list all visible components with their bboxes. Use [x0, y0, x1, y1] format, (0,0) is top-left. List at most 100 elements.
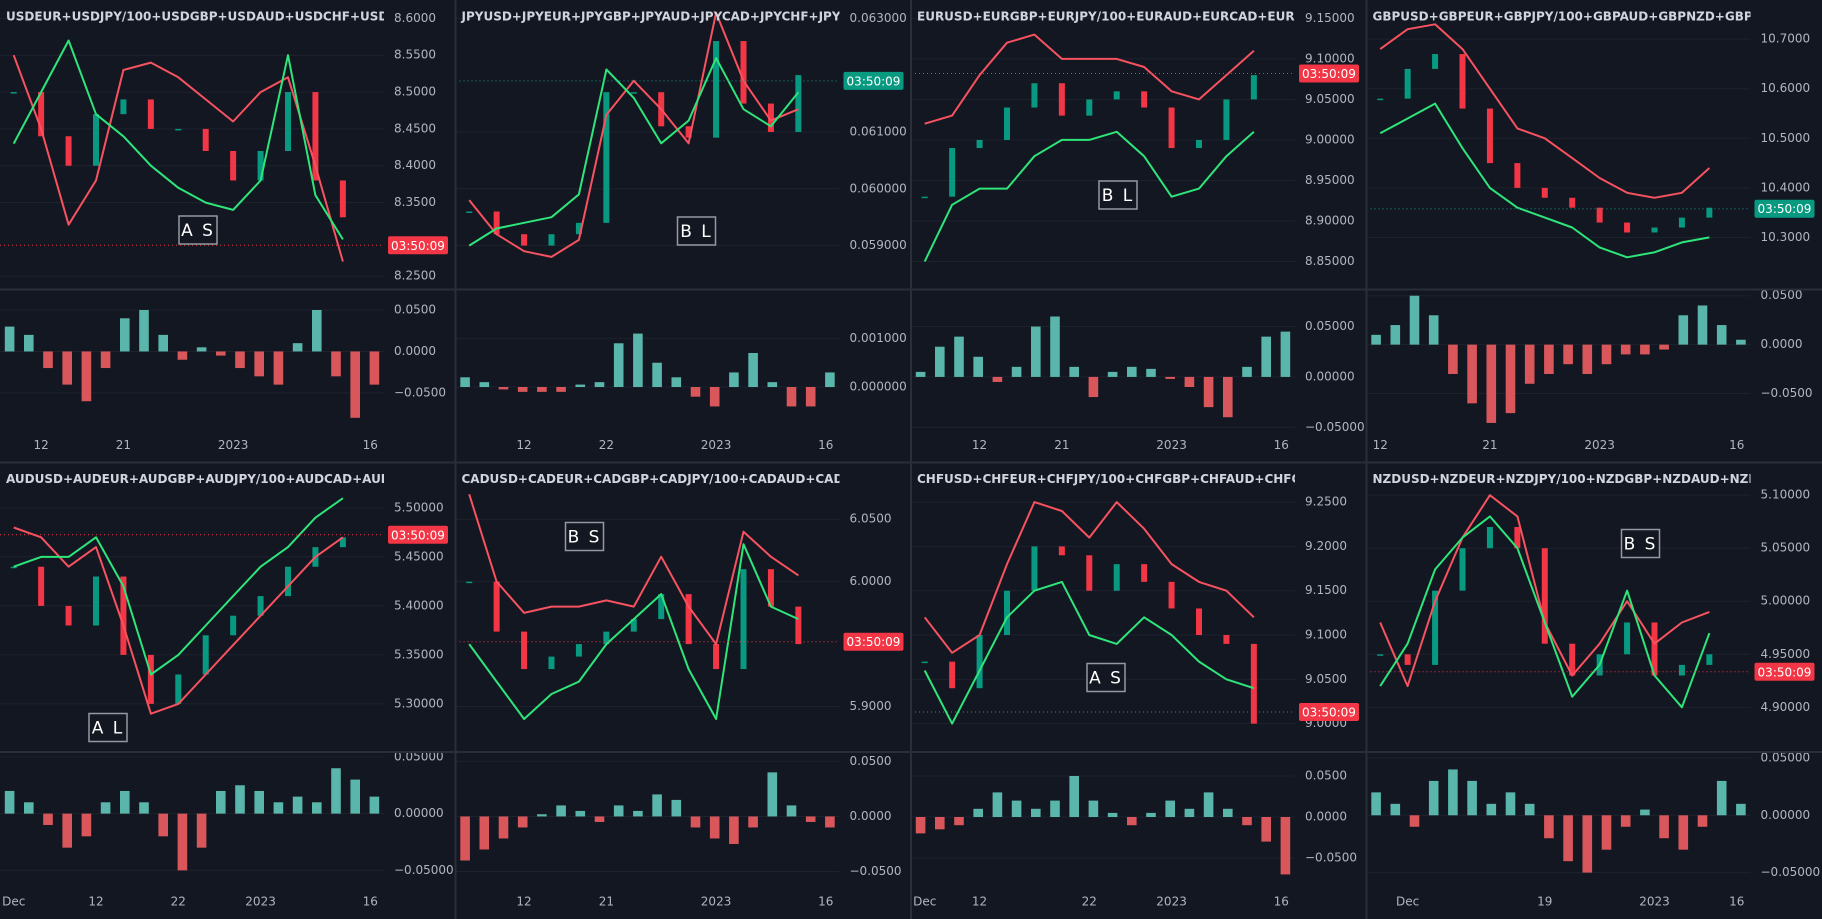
- x-tick-label: 12: [972, 438, 987, 452]
- x-tick-label: 21: [1054, 438, 1069, 452]
- y-tick-label: 10.5000: [1761, 131, 1811, 145]
- y-tick-label: 5.00000: [1761, 594, 1811, 608]
- panel-title: EURUSD+EURGBP+EURJPY/100+EURAUD+EURCAD+E…: [917, 10, 1359, 24]
- candle: [603, 92, 610, 223]
- candle: [685, 126, 692, 138]
- y-tick-label: 6.0500: [850, 512, 892, 526]
- oscillator-bar: [292, 796, 303, 814]
- y-tick-label: 8.2500: [394, 269, 436, 283]
- oscillator-bar: [1486, 344, 1497, 423]
- band-line: [924, 33, 1255, 125]
- x-tick-label: 16: [818, 895, 833, 909]
- oscillator-bar: [273, 351, 284, 385]
- oscillator-bar: [575, 384, 586, 388]
- candle: [1223, 99, 1230, 140]
- last-price-tag: [1299, 64, 1359, 83]
- band-line: [1379, 515, 1711, 709]
- oscillator-bar: [1011, 366, 1022, 377]
- candle: [120, 576, 127, 655]
- candle: [713, 41, 720, 138]
- chart-panel: Dec 19 2023 16 NZDUSD+NZDEUR+NZDJPY/100+NZDG…: [1366, 472, 1822, 909]
- candle: [1031, 546, 1038, 591]
- oscillator-bar: [671, 799, 682, 817]
- oscillator-bar: [1088, 376, 1099, 398]
- oscillator-bar: [1582, 815, 1593, 873]
- y-tick-label: 0.0000: [1305, 809, 1347, 823]
- y-tick-label: 10.4000: [1761, 180, 1811, 194]
- oscillator-bar: [216, 790, 226, 814]
- signal-box: [564, 521, 605, 552]
- candle: [1004, 107, 1010, 140]
- y-tick-label: 5.9000: [850, 699, 892, 713]
- oscillator-bar: [805, 816, 816, 822]
- signal-box: [88, 712, 128, 743]
- oscillator-bar: [1563, 344, 1573, 365]
- chart-panel: 12 21 2023 16 USDEUR+USDJPY/100+USDGBP+USDAU…: [0, 10, 456, 452]
- candle: [1514, 526, 1521, 549]
- x-tick-label: 2023: [1639, 895, 1670, 909]
- chart-panel: Dec 12 22 2023 16 CHFUSD+CHFEUR+CHFJPY/100+CH…: [911, 472, 1367, 909]
- oscillator-bar: [1563, 815, 1573, 862]
- y-tick-label: −0.0500: [394, 385, 446, 399]
- y-tick-label: 5.30000: [394, 696, 444, 710]
- candle: [795, 75, 802, 132]
- y-tick-label: 0.00000: [1305, 369, 1355, 383]
- band-line: [468, 57, 800, 247]
- candle: [548, 234, 555, 246]
- oscillator-bar: [1261, 816, 1271, 842]
- candle: [1141, 91, 1148, 108]
- last-price-tag: [1299, 702, 1359, 721]
- y-tick-label: 8.85000: [1305, 254, 1355, 268]
- candle: [1250, 75, 1257, 100]
- candle: [949, 148, 956, 197]
- oscillator-bar: [331, 351, 341, 377]
- y-tick-label: 5.35000: [394, 647, 444, 661]
- oscillator-bar: [1678, 315, 1689, 345]
- oscillator-bar: [1390, 803, 1401, 816]
- oscillator-bar: [633, 810, 643, 817]
- last-price-label: 03:50:09: [391, 239, 445, 253]
- oscillator-bar: [767, 772, 778, 817]
- oscillator-bar: [1127, 816, 1137, 826]
- oscillator-bar: [973, 808, 983, 817]
- oscillator-bar: [43, 813, 53, 825]
- chart-panel: 12 21 2023 16 CADUSD+CADEUR+CADGBP+CADJPY/10…: [455, 472, 911, 909]
- candle: [466, 211, 473, 213]
- band-line: [13, 497, 344, 676]
- band-line: [923, 501, 1255, 654]
- oscillator-bar: [1146, 368, 1156, 377]
- oscillator-bar: [1031, 808, 1041, 817]
- oscillator-bar: [235, 785, 245, 814]
- candle: [630, 92, 637, 94]
- x-tick-label: 12: [34, 438, 49, 452]
- oscillator-bar: [915, 371, 926, 377]
- oscillator-bar: [786, 387, 797, 407]
- oscillator-bar: [254, 351, 264, 377]
- y-tick-label: 0.0500: [1761, 288, 1803, 302]
- oscillator-bar: [1069, 775, 1079, 817]
- x-tick-label: 2023: [245, 895, 276, 909]
- oscillator-bar: [1165, 800, 1175, 817]
- signal-label: B L: [1102, 186, 1135, 206]
- candle: [949, 661, 956, 689]
- candle: [1141, 564, 1148, 582]
- candle: [10, 92, 17, 94]
- candle: [1624, 222, 1631, 233]
- oscillator-bar: [1050, 800, 1060, 817]
- oscillator-bar: [671, 377, 682, 388]
- oscillator-bar: [992, 792, 1003, 817]
- oscillator-bar: [350, 779, 360, 814]
- oscillator-bar: [1031, 326, 1041, 377]
- oscillator-bar: [613, 343, 624, 388]
- candle: [1404, 654, 1411, 665]
- candle: [38, 92, 45, 137]
- y-tick-label: 10.3000: [1761, 230, 1811, 244]
- panel-title: USDEUR+USDJPY/100+USDGBP+USDAUD+USDCHF+U…: [6, 10, 450, 24]
- oscillator-bar: [81, 813, 92, 837]
- oscillator-bar: [196, 347, 207, 352]
- oscillator-bar: [594, 816, 605, 822]
- oscillator-bar: [954, 336, 964, 377]
- candle: [548, 656, 555, 670]
- oscillator-bar: [1371, 792, 1381, 816]
